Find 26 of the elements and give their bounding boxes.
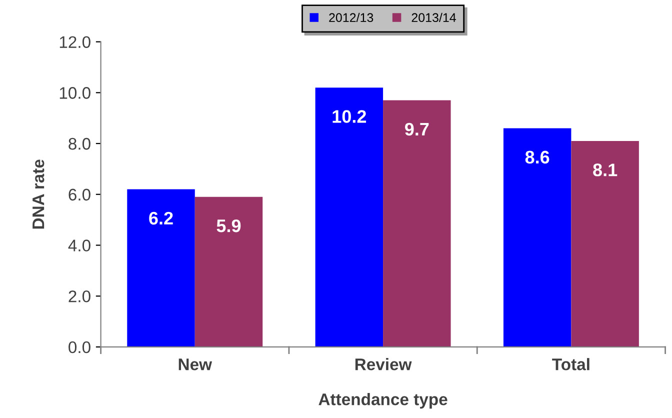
y-tick-label: 8.0 xyxy=(68,138,90,150)
data-label: 5.9 xyxy=(216,219,241,232)
legend-label: 2012/13 xyxy=(329,12,374,22)
bar xyxy=(503,128,572,347)
data-label: 10.2 xyxy=(332,110,366,123)
x-axis-title: Attendance type xyxy=(318,393,448,409)
y-tick-label: 2.0 xyxy=(68,290,90,302)
bar xyxy=(383,100,451,347)
y-tick-label: 12.0 xyxy=(60,36,90,48)
y-tick-label: 4.0 xyxy=(68,240,90,252)
x-tick-label: Review xyxy=(355,358,412,370)
bar xyxy=(194,196,263,347)
legend-label: 2013/14 xyxy=(412,12,456,22)
data-label: 6.2 xyxy=(149,212,173,225)
y-tick-label: 6.0 xyxy=(68,188,90,201)
x-tick-label: New xyxy=(178,358,212,370)
bar xyxy=(127,189,195,347)
bar xyxy=(315,88,384,347)
data-label: 9.7 xyxy=(404,122,429,136)
y-tick-label: 10.0 xyxy=(60,87,90,99)
data-label: 8.1 xyxy=(593,164,618,176)
bar xyxy=(571,140,639,347)
y-tick-label: 0.0 xyxy=(68,341,90,354)
data-label: 8.6 xyxy=(525,150,550,164)
x-tick-label: Total xyxy=(552,358,590,370)
y-axis-title: DNA rate xyxy=(32,160,44,229)
